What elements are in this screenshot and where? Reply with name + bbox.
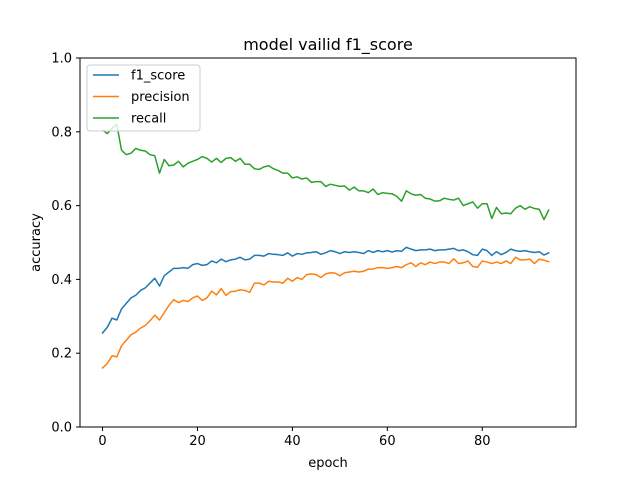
legend-label-precision: precision bbox=[131, 90, 190, 105]
x-axis: 0 20 40 60 80 bbox=[98, 427, 491, 449]
series-line-recall bbox=[101, 123, 550, 221]
y-tick-label: 0.6 bbox=[51, 199, 72, 214]
plot-frame bbox=[79, 57, 577, 428]
x-tick-label: 40 bbox=[284, 434, 301, 449]
y-tick-label: 0.0 bbox=[51, 421, 72, 436]
x-tick-label: 80 bbox=[474, 434, 491, 449]
series-line-precision bbox=[101, 256, 550, 370]
y-tick-label: 0.8 bbox=[51, 125, 72, 140]
y-tick-label: 0.4 bbox=[51, 273, 72, 288]
series-line-f1-score bbox=[101, 246, 550, 334]
legend: f1_score precision recall bbox=[86, 64, 201, 132]
y-axis: 0.0 0.2 0.4 0.6 0.8 1.0 bbox=[51, 52, 80, 436]
series-layer bbox=[101, 123, 550, 370]
y-tick-label: 0.2 bbox=[51, 347, 72, 362]
legend-label-recall: recall bbox=[131, 112, 166, 127]
legend-box bbox=[86, 64, 201, 132]
y-axis-label: accuracy bbox=[29, 213, 44, 272]
x-tick-label: 60 bbox=[379, 434, 396, 449]
x-tick-label: 20 bbox=[189, 434, 206, 449]
y-tick-label: 1.0 bbox=[51, 52, 72, 67]
chart-title: model vailid f1_score bbox=[243, 35, 413, 55]
x-tick-label: 0 bbox=[98, 434, 106, 449]
x-axis-label: epoch bbox=[308, 456, 348, 471]
legend-label-f1-score: f1_score bbox=[131, 69, 185, 84]
